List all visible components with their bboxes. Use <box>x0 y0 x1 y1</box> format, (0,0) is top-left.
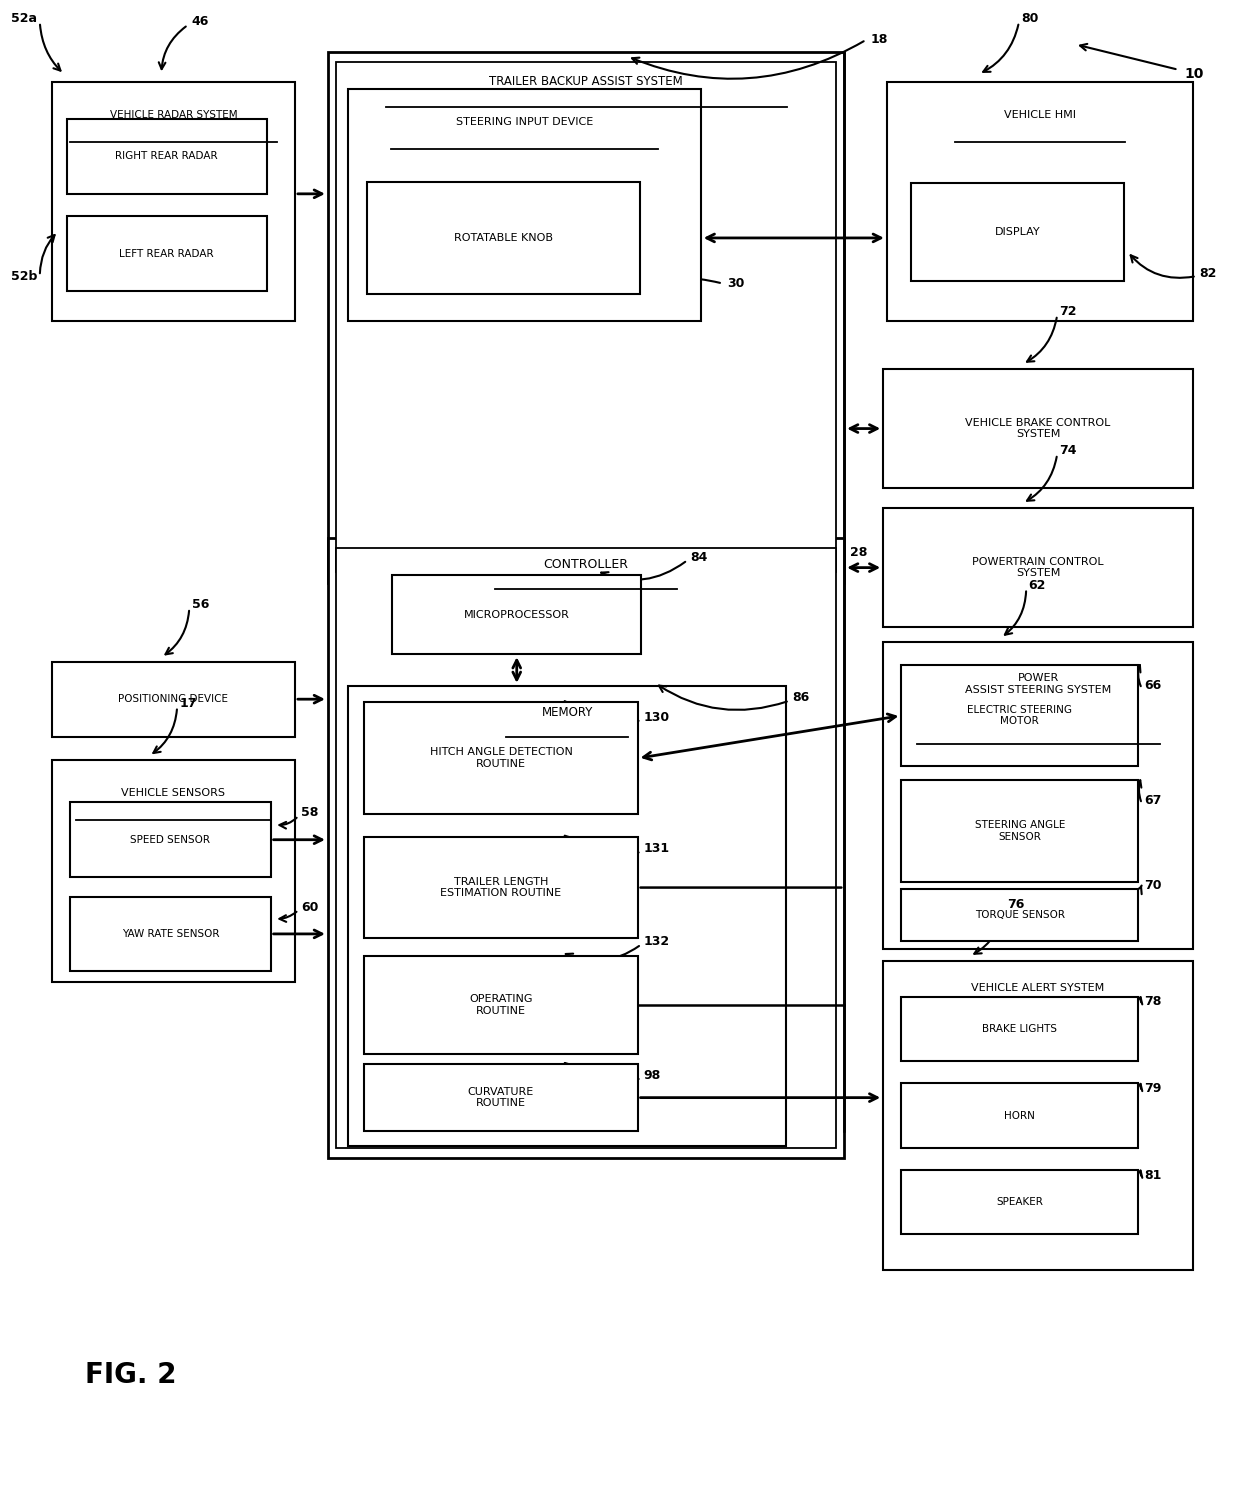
Text: 58: 58 <box>301 806 319 819</box>
Text: 132: 132 <box>644 936 670 948</box>
FancyBboxPatch shape <box>365 957 637 1053</box>
Text: 76: 76 <box>1007 898 1024 910</box>
FancyBboxPatch shape <box>883 509 1193 628</box>
FancyBboxPatch shape <box>67 119 267 193</box>
Text: STEERING INPUT DEVICE: STEERING INPUT DEVICE <box>456 118 593 127</box>
Text: VEHICLE ALERT SYSTEM: VEHICLE ALERT SYSTEM <box>971 982 1105 993</box>
FancyBboxPatch shape <box>901 1083 1138 1148</box>
FancyBboxPatch shape <box>883 961 1193 1271</box>
Text: HORN: HORN <box>1004 1111 1035 1121</box>
FancyBboxPatch shape <box>367 183 640 294</box>
FancyBboxPatch shape <box>327 51 844 582</box>
Text: 18: 18 <box>870 33 888 47</box>
Text: LEFT REAR RADAR: LEFT REAR RADAR <box>119 249 215 258</box>
Text: 84: 84 <box>689 551 707 564</box>
Text: POWER
ASSIST STEERING SYSTEM: POWER ASSIST STEERING SYSTEM <box>965 673 1111 696</box>
Text: ROTATABLE KNOB: ROTATABLE KNOB <box>454 232 553 243</box>
Text: 30: 30 <box>728 278 745 290</box>
Text: MEMORY: MEMORY <box>542 706 593 720</box>
FancyBboxPatch shape <box>52 81 295 321</box>
Text: POWERTRAIN CONTROL
SYSTEM: POWERTRAIN CONTROL SYSTEM <box>972 557 1104 578</box>
Text: 70: 70 <box>1145 878 1162 892</box>
FancyBboxPatch shape <box>901 780 1138 881</box>
FancyBboxPatch shape <box>348 685 786 1147</box>
Text: YAW RATE SENSOR: YAW RATE SENSOR <box>122 930 219 939</box>
Text: VEHICLE BRAKE CONTROL
SYSTEM: VEHICLE BRAKE CONTROL SYSTEM <box>966 418 1111 439</box>
FancyBboxPatch shape <box>883 643 1193 949</box>
Text: STEERING ANGLE
SENSOR: STEERING ANGLE SENSOR <box>975 819 1065 842</box>
Text: 80: 80 <box>1022 12 1039 26</box>
Text: CONTROLLER: CONTROLLER <box>543 558 629 570</box>
FancyBboxPatch shape <box>887 81 1193 321</box>
Text: HITCH ANGLE DETECTION
ROUTINE: HITCH ANGLE DETECTION ROUTINE <box>429 747 573 770</box>
FancyBboxPatch shape <box>52 662 295 736</box>
FancyBboxPatch shape <box>67 216 267 291</box>
FancyBboxPatch shape <box>52 761 295 982</box>
Text: 52a: 52a <box>11 12 37 26</box>
Text: SPEAKER: SPEAKER <box>997 1197 1043 1207</box>
FancyBboxPatch shape <box>901 1169 1138 1234</box>
Text: POSITIONING DEVICE: POSITIONING DEVICE <box>119 694 228 705</box>
Text: 52b: 52b <box>11 270 37 282</box>
Text: VEHICLE HMI: VEHICLE HMI <box>1004 110 1076 119</box>
Text: 79: 79 <box>1145 1082 1162 1096</box>
Text: 46: 46 <box>192 15 210 29</box>
Text: VEHICLE RADAR SYSTEM: VEHICLE RADAR SYSTEM <box>109 110 237 119</box>
FancyBboxPatch shape <box>911 184 1123 281</box>
Text: 56: 56 <box>192 599 210 611</box>
FancyBboxPatch shape <box>392 575 641 655</box>
FancyBboxPatch shape <box>336 62 836 572</box>
Text: OPERATING
ROUTINE: OPERATING ROUTINE <box>469 994 533 1016</box>
Text: 72: 72 <box>1060 305 1078 318</box>
FancyBboxPatch shape <box>336 548 836 1148</box>
Text: 60: 60 <box>301 901 319 913</box>
Text: MICROPROCESSOR: MICROPROCESSOR <box>464 610 569 620</box>
FancyBboxPatch shape <box>901 665 1138 767</box>
Text: 82: 82 <box>1199 267 1216 279</box>
FancyBboxPatch shape <box>365 1064 637 1132</box>
Text: 98: 98 <box>644 1068 661 1082</box>
Text: 17: 17 <box>180 697 197 711</box>
FancyBboxPatch shape <box>901 889 1138 942</box>
Text: 62: 62 <box>1029 579 1047 592</box>
FancyBboxPatch shape <box>348 89 701 321</box>
FancyBboxPatch shape <box>71 803 270 877</box>
Text: 78: 78 <box>1145 996 1162 1008</box>
Text: 86: 86 <box>792 691 810 705</box>
FancyBboxPatch shape <box>901 997 1138 1061</box>
FancyBboxPatch shape <box>327 537 844 1159</box>
Text: FIG. 2: FIG. 2 <box>84 1361 176 1388</box>
FancyBboxPatch shape <box>365 836 637 939</box>
Text: TRAILER LENGTH
ESTIMATION ROUTINE: TRAILER LENGTH ESTIMATION ROUTINE <box>440 877 562 898</box>
Text: DISPLAY: DISPLAY <box>994 226 1040 237</box>
Text: SPEED SENSOR: SPEED SENSOR <box>130 834 211 845</box>
Text: 67: 67 <box>1145 794 1162 807</box>
Text: TRAILER BACKUP ASSIST SYSTEM: TRAILER BACKUP ASSIST SYSTEM <box>489 75 683 88</box>
Text: VEHICLE SENSORS: VEHICLE SENSORS <box>122 788 226 798</box>
Text: 131: 131 <box>644 842 670 856</box>
Text: 66: 66 <box>1145 679 1162 693</box>
FancyBboxPatch shape <box>365 702 637 815</box>
Text: ELECTRIC STEERING
MOTOR: ELECTRIC STEERING MOTOR <box>967 705 1073 726</box>
Text: 130: 130 <box>644 711 670 724</box>
FancyBboxPatch shape <box>883 368 1193 489</box>
Text: 28: 28 <box>851 546 868 560</box>
Text: BRAKE LIGHTS: BRAKE LIGHTS <box>982 1023 1058 1034</box>
Text: RIGHT REAR RADAR: RIGHT REAR RADAR <box>115 151 218 161</box>
Text: CURVATURE
ROUTINE: CURVATURE ROUTINE <box>467 1086 534 1109</box>
Text: 81: 81 <box>1145 1169 1162 1182</box>
Text: 74: 74 <box>1060 445 1078 457</box>
FancyBboxPatch shape <box>71 896 270 972</box>
Text: TORQUE SENSOR: TORQUE SENSOR <box>975 910 1065 920</box>
Text: 10: 10 <box>1184 68 1204 81</box>
